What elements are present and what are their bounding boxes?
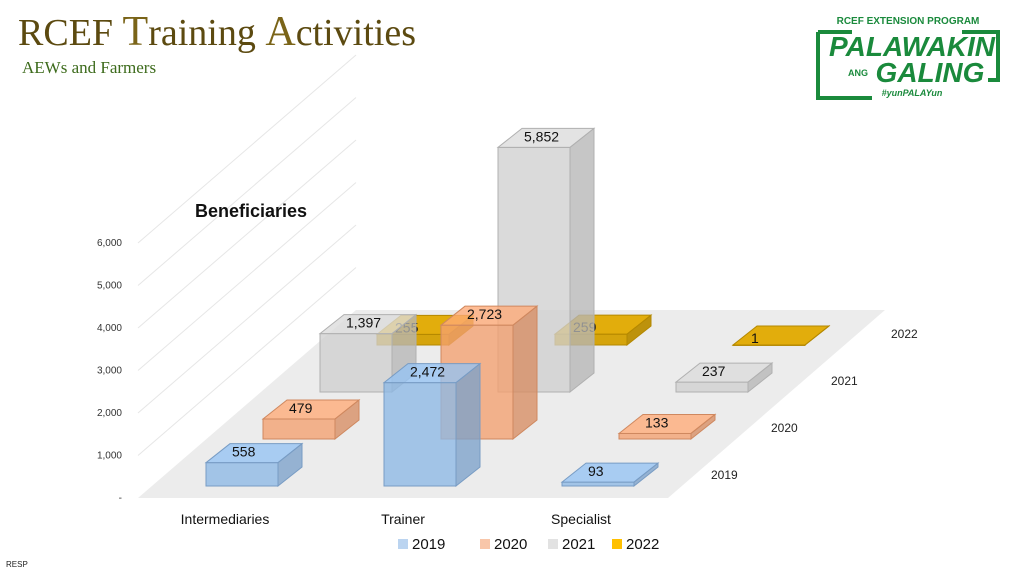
bar-front-face [262, 418, 336, 440]
data-label: 237 [702, 363, 726, 379]
y-tick-label: 5,000 [97, 281, 122, 292]
legend-label: 2020 [494, 536, 527, 553]
depth-label-2020: 2020 [771, 421, 798, 435]
bar-side-face [804, 324, 830, 347]
legend-item-2020: 2020 [480, 536, 527, 553]
gridline [137, 267, 357, 456]
bar-2022-specialist: 1 [731, 324, 831, 347]
legend-item-2019: 2019 [398, 536, 445, 553]
bar-front-face [675, 381, 749, 393]
page-title: RCEF Training Activities [18, 8, 416, 56]
bar-2019-intermediaries: 558 [204, 442, 304, 488]
y-tick-label: - [119, 493, 122, 504]
bar-2020-intermediaries: 479 [261, 398, 361, 441]
data-label: 1 [751, 330, 759, 346]
bar-side-face [747, 362, 773, 394]
data-label: 479 [289, 400, 313, 416]
category-label: Specialist [551, 511, 611, 527]
legend-label: 2021 [562, 536, 595, 553]
legend-label: 2019 [412, 536, 445, 553]
gridline [137, 54, 357, 244]
legend-swatch [548, 539, 558, 549]
depth-label-2021: 2021 [831, 374, 858, 388]
bar-side-face [512, 305, 538, 441]
logo-ang: ANG [848, 68, 868, 78]
legend-item-2022: 2022 [612, 536, 659, 553]
data-label: 5,852 [524, 128, 559, 144]
bar-front-face [319, 333, 393, 393]
legend-swatch [612, 539, 622, 549]
data-label: 133 [645, 414, 669, 430]
logo-top-text: RCEF EXTENSION PROGRAM [837, 16, 980, 27]
category-label: Intermediaries [181, 511, 270, 527]
data-label: 93 [588, 463, 604, 479]
bar-side-face [633, 462, 659, 488]
y-tick-label: 6,000 [97, 238, 122, 249]
chart-title: Beneficiaries [195, 201, 307, 221]
logo-hashtag: #yunPALAYun [882, 88, 943, 98]
depth-label-2022: 2022 [891, 327, 918, 341]
bar-2019-specialist: 93 [560, 462, 660, 488]
bar-side-face [277, 442, 303, 488]
gridline [137, 97, 357, 286]
bar-side-face [455, 362, 481, 488]
legend-label: 2022 [626, 536, 659, 553]
bar-side-face [626, 314, 652, 347]
data-label: 1,397 [346, 315, 381, 331]
bar-side-face [334, 398, 360, 441]
logo-frame [816, 30, 1000, 100]
bar-2021-specialist: 237 [674, 362, 774, 394]
bar-side-face [690, 413, 716, 441]
logo-line1: PALAWAKIN [829, 31, 996, 62]
y-tick-label: 4,000 [97, 323, 122, 334]
gridline [137, 182, 357, 371]
data-label: 558 [232, 444, 256, 460]
bar-side-face [569, 127, 595, 394]
category-label: Trainer [381, 511, 425, 527]
bar-front-face [618, 432, 692, 440]
gridline [137, 224, 357, 414]
bar-front-face [561, 481, 635, 487]
legend-swatch [480, 539, 490, 549]
page-title-text: RCEF Training Activities [18, 9, 416, 55]
y-tick-label: 3,000 [97, 366, 122, 377]
bar-front-face [383, 382, 457, 487]
gridline [137, 139, 357, 329]
y-tick-label: 1,000 [97, 451, 122, 462]
depth-label-2019: 2019 [711, 468, 738, 482]
legend-swatch [398, 539, 408, 549]
page-subtitle: AEWs and Farmers [22, 58, 157, 77]
legend-item-2021: 2021 [548, 536, 595, 553]
y-tick-label: 2,000 [97, 408, 122, 419]
bar-2020-specialist: 133 [617, 413, 717, 441]
bar-2019-trainer: 2,472 [382, 362, 482, 488]
logo-line2: GALING [876, 57, 985, 88]
data-label: 2,472 [410, 364, 445, 380]
bar-front-face [205, 462, 279, 487]
palawakin-logo: RCEF EXTENSION PROGRAM PALAWAKIN ANG GAL… [816, 16, 1000, 100]
data-label: 2,723 [467, 306, 502, 322]
footer-note: RESP [6, 560, 28, 569]
